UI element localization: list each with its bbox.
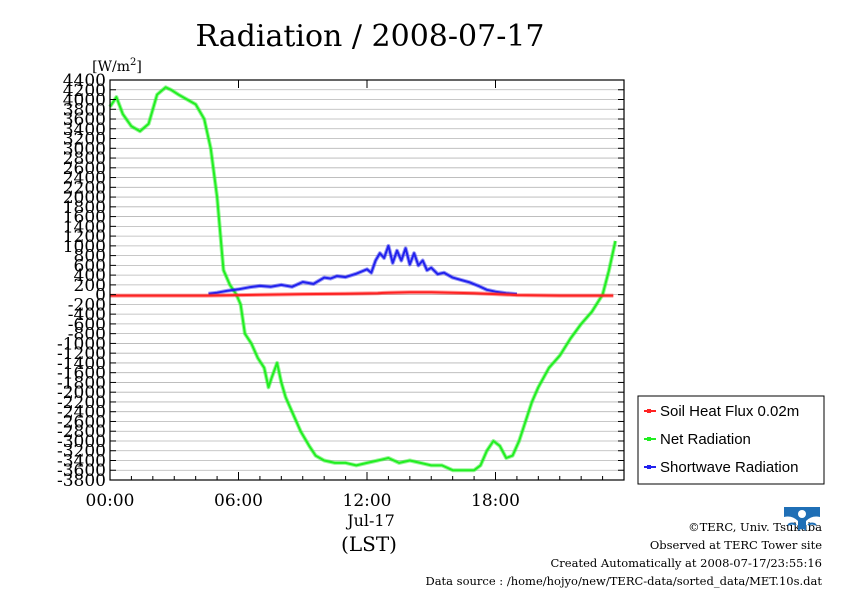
y-tick-label: -3600	[57, 461, 106, 481]
y-axis-unit-label: [W/m2]	[92, 57, 142, 75]
y-tick-label: 1000	[63, 237, 106, 257]
y-tick-label: -2600	[57, 412, 106, 432]
legend: Soil Heat Flux 0.02m Net Radiation Shortwa…	[637, 395, 825, 485]
plot-frame	[109, 79, 625, 481]
x-axis-ticks: 00:00 06:00 12:00 18:00	[86, 80, 604, 511]
y-tick-label: -1800	[57, 373, 106, 393]
y-tick-label: -3400	[57, 451, 106, 471]
y-tick-label: 3200	[63, 130, 106, 150]
y-tick-label: 3800	[63, 100, 106, 120]
y-tick-label: -1600	[57, 364, 106, 384]
y-tick-label: -800	[68, 325, 106, 345]
x-axis-label: (LST)	[341, 532, 397, 556]
legend-entry: Shortwave Radiation	[660, 459, 798, 476]
y-tick-label: -2000	[57, 383, 106, 403]
series-line	[208, 244, 517, 296]
y-tick-label: 600	[74, 256, 106, 276]
y-tick-label: 4400	[63, 71, 106, 91]
y-tick-label: 2400	[63, 169, 106, 189]
series-layer	[108, 85, 618, 473]
y-tick-label: 2200	[63, 178, 106, 198]
legend-marker	[647, 437, 651, 441]
x-axis-date-label: Jul-17	[345, 511, 395, 530]
y-tick-label: -200	[68, 295, 106, 315]
y-tick-label: 1400	[63, 217, 106, 237]
y-tick-label: -1200	[57, 344, 106, 364]
created-credit: Created Automatically at 2008-07-17/23:5…	[550, 556, 823, 570]
x-tick-label: 00:00	[86, 491, 135, 511]
legend-box	[637, 395, 825, 485]
x-tick-label: 12:00	[343, 491, 392, 511]
observed-credit: Observed at TERC Tower site	[649, 538, 822, 552]
y-tick-label: -3000	[57, 432, 106, 452]
y-tick-label: 3600	[63, 110, 106, 130]
y-axis-ticks: -3800-3600-3400-3200-3000-2800-2600-2400…	[57, 71, 624, 491]
y-tick-label: 3000	[63, 139, 106, 159]
y-tick-label: 2600	[63, 159, 106, 179]
series-line	[110, 291, 614, 297]
y-tick-label: -2800	[57, 422, 106, 442]
y-tick-label: 1800	[63, 198, 106, 218]
y-tick-label: 1600	[63, 208, 106, 228]
y-tick-label: 4000	[63, 91, 106, 111]
legend-marker	[647, 465, 651, 469]
y-tick-label: -400	[68, 305, 106, 325]
y-tick-label: -600	[68, 315, 106, 335]
y-tick-label: 4200	[63, 81, 106, 101]
y-tick-label: -1400	[57, 354, 106, 374]
source-credit: Data source : /home/hojyo/new/TERC-data/…	[425, 574, 822, 588]
y-tick-label: -3800	[57, 471, 106, 491]
terc-logo-icon	[784, 507, 820, 531]
y-tick-label: 3400	[63, 120, 106, 140]
legend-entry: Soil Heat Flux 0.02m	[660, 403, 799, 420]
y-tick-label: 2000	[63, 188, 106, 208]
y-tick-label: -2400	[57, 403, 106, 423]
legend-marker	[647, 409, 651, 413]
y-tick-label: 200	[74, 276, 106, 296]
y-tick-label: -3200	[57, 442, 106, 462]
y-tick-label: 0	[95, 286, 106, 306]
y-tick-label: -2200	[57, 393, 106, 413]
grid-lines	[110, 79, 624, 481]
series-line	[109, 86, 617, 472]
y-tick-label: 1200	[63, 227, 106, 247]
x-tick-label: 18:00	[471, 491, 520, 511]
chart-title: Radiation / 2008-07-17	[195, 19, 544, 54]
legend-entry: Net Radiation	[660, 431, 751, 448]
series-halo	[108, 85, 618, 473]
y-tick-label: -1000	[57, 334, 106, 354]
y-tick-label: 400	[74, 266, 106, 286]
y-tick-label: 2800	[63, 149, 106, 169]
y-tick-label: 800	[74, 247, 106, 267]
x-tick-label: 06:00	[214, 491, 263, 511]
